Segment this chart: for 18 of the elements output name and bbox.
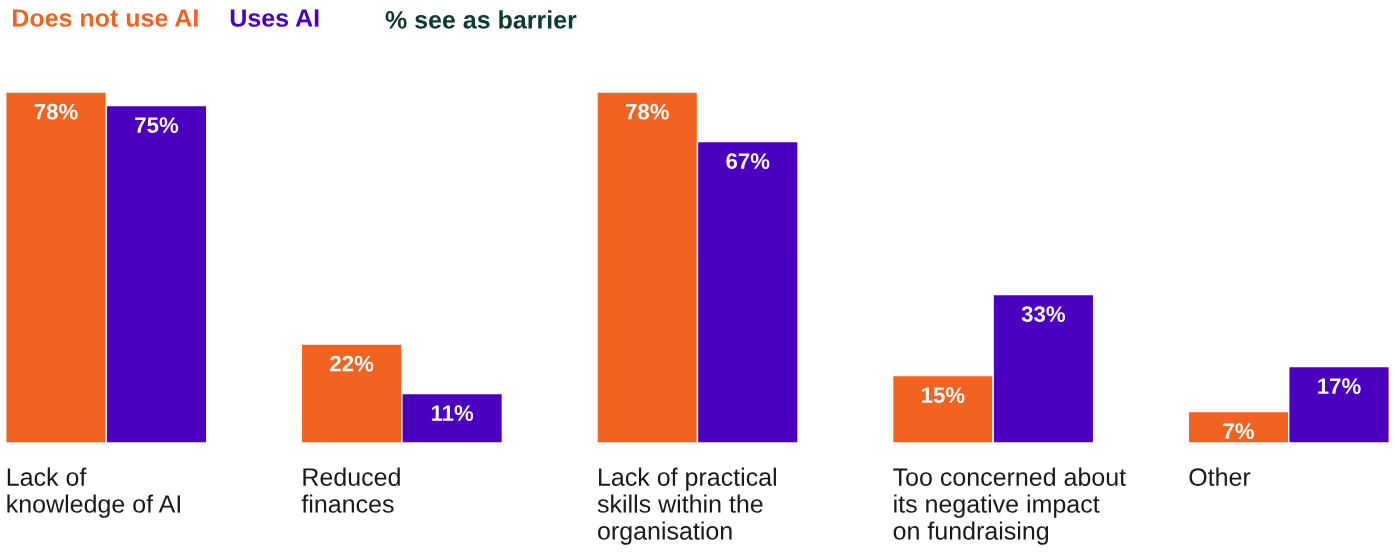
- data-label: 22%: [330, 355, 374, 372]
- data-label: 17%: [1318, 378, 1361, 394]
- data-label: 15%: [922, 387, 965, 403]
- text: Does not use AI: [13, 9, 198, 27]
- x-tick-label: Too concerned about its negative impact on fundraising: [893, 467, 1126, 545]
- x-tick-label: Lack of practical skills within the organisation: [597, 467, 776, 545]
- x-tick-label: Other: [1189, 467, 1251, 486]
- data-label: 7%: [1223, 423, 1254, 439]
- data-label: 75%: [135, 117, 179, 133]
- data-label: 78%: [34, 103, 78, 120]
- chart-title: % see as barrier: [385, 10, 577, 29]
- x-tick-label: Lack of knowledge of AI: [7, 467, 180, 518]
- text: Uses AI: [230, 9, 319, 27]
- data-label: 33%: [1021, 306, 1066, 322]
- data-label: 78%: [625, 103, 669, 120]
- data-label: 11%: [431, 405, 474, 421]
- x-tick-label: Reduced finances: [301, 467, 400, 513]
- data-label: 67%: [726, 153, 770, 169]
